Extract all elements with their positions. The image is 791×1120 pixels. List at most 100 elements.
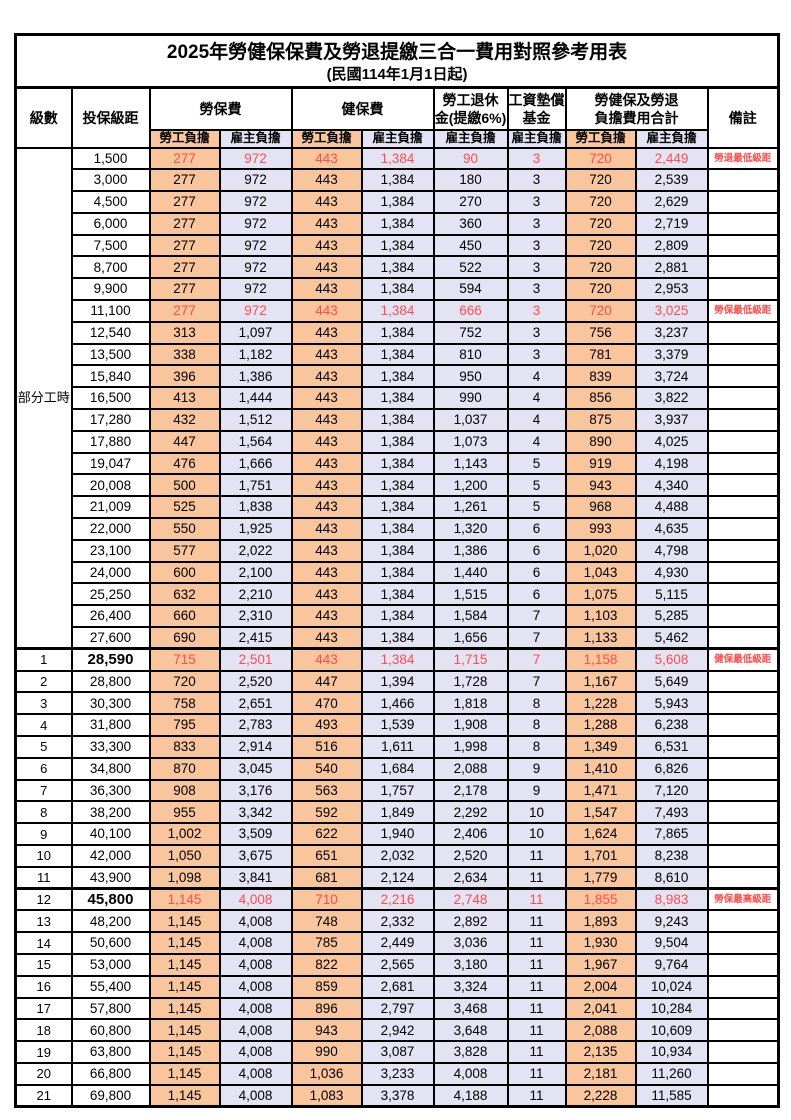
fee-cell: 968 bbox=[564, 495, 637, 520]
fee-cell: 1,133 bbox=[564, 626, 637, 650]
fee-cell: 752 bbox=[432, 320, 509, 345]
subheader-total-employee: 勞工負擔 bbox=[564, 128, 637, 149]
note-cell bbox=[706, 255, 780, 280]
fee-cell: 9,243 bbox=[634, 909, 709, 934]
fee-cell: 1,384 bbox=[360, 168, 435, 193]
note-cell bbox=[706, 974, 780, 999]
fee-cell: 1,440 bbox=[432, 560, 509, 585]
fee-cell: 1,384 bbox=[360, 604, 435, 629]
fee-cell: 1,728 bbox=[432, 669, 509, 694]
fee-cell: 443 bbox=[290, 168, 363, 193]
fee-cell: 1,384 bbox=[360, 233, 435, 258]
salary-cell: 27,600 bbox=[70, 626, 151, 650]
fee-cell: 10,024 bbox=[634, 974, 709, 999]
table-row: 17,280 432 1,512 443 1,384 1,037 4 875 3,937 bbox=[16, 408, 780, 432]
fee-cell: 1,611 bbox=[360, 735, 435, 759]
fee-cell: 4,008 bbox=[218, 1040, 293, 1064]
subheader-li-employee: 勞工負擔 bbox=[148, 128, 221, 149]
salary-cell: 7,500 bbox=[70, 233, 151, 258]
fee-cell: 1,384 bbox=[360, 342, 435, 367]
table-row: 14 50,600 1,145 4,008 785 2,449 3,036 11 1,930 9,… bbox=[14, 931, 780, 955]
fee-cell: 1,073 bbox=[432, 429, 509, 454]
fee-cell: 2,449 bbox=[634, 146, 709, 171]
fee-cell: 396 bbox=[148, 364, 221, 389]
fee-cell: 5,115 bbox=[634, 582, 709, 607]
salary-cell: 4,500 bbox=[70, 190, 151, 214]
fee-cell: 11 bbox=[506, 1061, 567, 1086]
fee-cell: 4,008 bbox=[218, 952, 293, 977]
fee-cell: 9 bbox=[506, 756, 567, 781]
fee-cell: 1,701 bbox=[564, 844, 637, 868]
fee-cell: 443 bbox=[290, 255, 363, 280]
table-row: 12,540 313 1,097 443 1,384 752 3 756 3,237 bbox=[16, 320, 780, 345]
fee-cell: 443 bbox=[290, 626, 363, 650]
table-row: 8,700 277 972 443 1,384 522 3 720 2,881 bbox=[16, 255, 780, 280]
fee-cell: 1,384 bbox=[360, 517, 435, 541]
table-row: 2 28,800 720 2,520 447 1,394 1,728 7 1,167 5,649 bbox=[14, 669, 780, 694]
fee-cell: 8 bbox=[506, 691, 567, 716]
header-wage-fund-line2: 基金 bbox=[522, 109, 551, 126]
fee-cell: 972 bbox=[218, 299, 293, 323]
fee-cell: 6 bbox=[506, 517, 567, 541]
salary-cell: 60,800 bbox=[70, 1018, 151, 1043]
fee-cell: 3,828 bbox=[432, 1040, 509, 1064]
header-remark: 備註 bbox=[706, 86, 780, 149]
subheader-hi-employee: 勞工負擔 bbox=[290, 128, 363, 149]
fee-cell: 972 bbox=[218, 146, 293, 171]
fee-cell: 2,216 bbox=[360, 887, 435, 912]
fee-cell: 1,539 bbox=[360, 713, 435, 738]
fee-cell: 972 bbox=[218, 190, 293, 214]
fee-cell: 4 bbox=[506, 386, 567, 411]
fee-cell: 748 bbox=[290, 909, 363, 934]
fee-cell: 1,666 bbox=[218, 451, 293, 476]
fee-cell: 2,565 bbox=[360, 952, 435, 977]
fee-cell: 443 bbox=[290, 429, 363, 454]
note-cell bbox=[706, 320, 780, 345]
salary-cell: 3,000 bbox=[70, 168, 151, 193]
fee-cell: 1,751 bbox=[218, 473, 293, 498]
fee-cell: 4,008 bbox=[218, 909, 293, 934]
fee-cell: 11,260 bbox=[634, 1061, 709, 1086]
fee-cell: 2,124 bbox=[360, 865, 435, 890]
fee-cell: 6 bbox=[506, 538, 567, 563]
fee-cell: 3,045 bbox=[218, 756, 293, 781]
fee-cell: 277 bbox=[148, 299, 221, 323]
note-cell bbox=[706, 168, 780, 193]
fee-cell: 2,681 bbox=[360, 974, 435, 999]
fee-cell: 2,719 bbox=[634, 211, 709, 236]
note-cell bbox=[706, 626, 780, 650]
note-cell bbox=[706, 691, 780, 716]
fee-cell: 11 bbox=[506, 1018, 567, 1043]
fee-cell: 3,648 bbox=[432, 1018, 509, 1043]
fee-cell: 443 bbox=[290, 386, 363, 411]
fee-cell: 313 bbox=[148, 320, 221, 345]
note-cell: 勞保最高級距 bbox=[706, 887, 780, 912]
fee-cell: 3,937 bbox=[634, 408, 709, 432]
header-total-line1: 勞健保及勞退 bbox=[594, 91, 679, 108]
fee-cell: 1,384 bbox=[360, 495, 435, 520]
table-row: 24,000 600 2,100 443 1,384 1,440 6 1,043 4,930 bbox=[16, 560, 780, 585]
table-row: 16,500 413 1,444 443 1,384 990 4 856 3,822 bbox=[16, 386, 780, 411]
fee-cell: 943 bbox=[290, 1018, 363, 1043]
fee-cell: 11 bbox=[506, 887, 567, 912]
fee-cell: 720 bbox=[564, 277, 637, 302]
fee-cell: 1,167 bbox=[564, 669, 637, 694]
fee-cell: 443 bbox=[290, 233, 363, 258]
note-cell bbox=[706, 190, 780, 214]
fee-cell: 476 bbox=[148, 451, 221, 476]
fee-cell: 2,942 bbox=[360, 1018, 435, 1043]
table-row: 3,000 277 972 443 1,384 180 3 720 2,539 bbox=[16, 168, 780, 193]
fee-cell: 4,798 bbox=[634, 538, 709, 563]
fee-cell: 1,097 bbox=[218, 320, 293, 345]
note-cell bbox=[706, 931, 780, 955]
fee-cell: 3,675 bbox=[218, 844, 293, 868]
salary-cell: 48,200 bbox=[70, 909, 151, 934]
salary-cell: 22,000 bbox=[70, 517, 151, 541]
fee-cell: 622 bbox=[290, 822, 363, 846]
fee-cell: 756 bbox=[564, 320, 637, 345]
table-row: 19 63,800 1,145 4,008 990 3,087 3,828 11 2,135 10… bbox=[14, 1040, 780, 1064]
salary-cell: 21,009 bbox=[70, 495, 151, 520]
level-cell: 5 bbox=[14, 735, 73, 759]
fee-cell: 870 bbox=[148, 756, 221, 781]
fee-cell: 1,386 bbox=[218, 364, 293, 389]
